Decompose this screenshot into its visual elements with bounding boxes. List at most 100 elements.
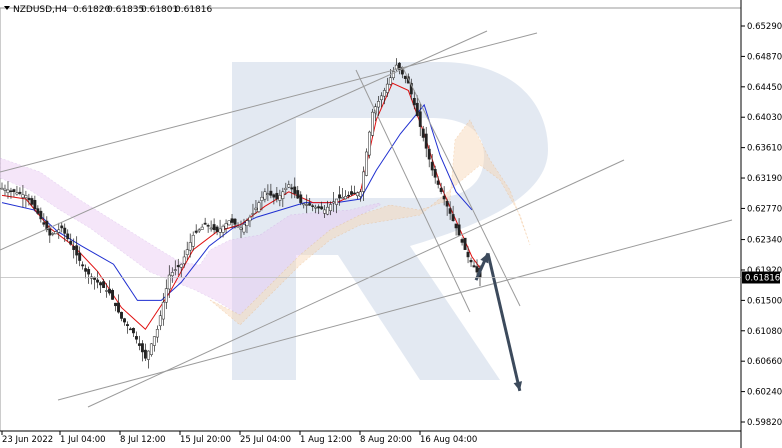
candle: [126, 321, 129, 334]
candle: [90, 273, 94, 285]
candle: [233, 218, 237, 229]
x-tick-label: 23 Jun 2022: [2, 435, 53, 445]
candle: [129, 327, 132, 331]
candle: [146, 350, 150, 369]
candle: [108, 280, 111, 296]
y-tick-label: 0.61920: [747, 266, 782, 276]
candle: [33, 195, 37, 212]
candle: [451, 205, 455, 222]
candle: [308, 197, 312, 206]
candle: [27, 193, 31, 206]
y-tick-label: 0.63610: [747, 144, 782, 154]
candle: [200, 223, 204, 230]
candle: [149, 343, 153, 357]
candle: [9, 187, 13, 199]
candle: [257, 200, 261, 214]
watermark-logo: [232, 62, 548, 380]
candle: [140, 340, 144, 362]
candle: [266, 184, 270, 202]
candle: [418, 103, 422, 137]
candle: [66, 229, 70, 242]
candle: [206, 223, 210, 233]
candle: [176, 258, 180, 276]
candle: [263, 188, 267, 203]
candle: [460, 237, 464, 246]
candle: [191, 231, 195, 252]
candle: [338, 186, 342, 206]
candle: [215, 225, 219, 236]
candle: [448, 201, 452, 220]
candle: [293, 177, 297, 199]
candle: [185, 241, 189, 260]
y-tick-label: 0.65290: [747, 22, 782, 32]
candle: [299, 191, 303, 206]
candle: [123, 317, 126, 326]
candle: [466, 246, 470, 264]
candle: [359, 189, 362, 202]
candle: [311, 204, 315, 212]
menu-triangle-icon[interactable]: [4, 6, 10, 10]
candle: [227, 220, 231, 226]
ohlc-low: 0.61801: [141, 5, 178, 15]
candle: [454, 223, 458, 236]
trendline-upper-2: [0, 30, 488, 251]
candle: [81, 261, 85, 270]
candle: [93, 276, 97, 290]
candle: [281, 187, 285, 208]
candle: [382, 87, 386, 105]
candle: [30, 195, 34, 207]
candle: [230, 214, 234, 229]
candle: [111, 288, 114, 300]
candle: [114, 302, 117, 312]
candle: [18, 187, 22, 196]
candle: [36, 205, 40, 216]
trendline-upper-1: [0, 32, 538, 173]
candle: [472, 260, 476, 268]
candle: [15, 185, 19, 196]
candle: [242, 218, 246, 235]
candle: [0, 182, 4, 190]
candle: [388, 68, 392, 86]
candle: [320, 201, 324, 210]
candle: [78, 246, 82, 267]
candle: [6, 181, 10, 199]
y-tick-label: 0.62340: [747, 236, 782, 246]
candle: [45, 216, 49, 233]
candle: [197, 228, 201, 233]
candle: [323, 204, 327, 218]
trendline-lower-1: [87, 159, 625, 408]
candle: [463, 237, 467, 250]
candle: [344, 190, 348, 200]
y-tick-label: 0.64030: [747, 113, 782, 123]
ohlc-close: 0.61816: [175, 5, 212, 15]
candle: [137, 335, 141, 351]
candle: [194, 224, 198, 235]
candle: [326, 200, 330, 216]
candle: [445, 198, 449, 216]
candle: [72, 238, 76, 259]
candle: [170, 267, 174, 283]
forecast-arrow-up: [474, 252, 490, 281]
candle: [179, 263, 183, 278]
candle: [245, 218, 249, 234]
candle: [365, 148, 368, 177]
ohlc-open: 0.61820: [73, 5, 110, 15]
x-tick-label: 1 Aug 12:00: [300, 435, 352, 445]
candle: [224, 219, 228, 234]
candle: [356, 191, 359, 200]
candle: [269, 183, 273, 199]
candle: [341, 187, 345, 199]
candle: [424, 126, 428, 158]
candle: [436, 176, 440, 189]
candle: [102, 278, 106, 288]
candle: [218, 219, 222, 239]
candle: [57, 222, 61, 239]
candle: [143, 343, 147, 362]
candle: [433, 165, 437, 184]
forecast-arrow-down: [486, 252, 523, 392]
y-tick-label: 0.59820: [747, 418, 782, 428]
candle: [212, 218, 216, 234]
candle: [21, 184, 25, 208]
x-tick-label: 15 Jul 20:00: [180, 435, 231, 445]
